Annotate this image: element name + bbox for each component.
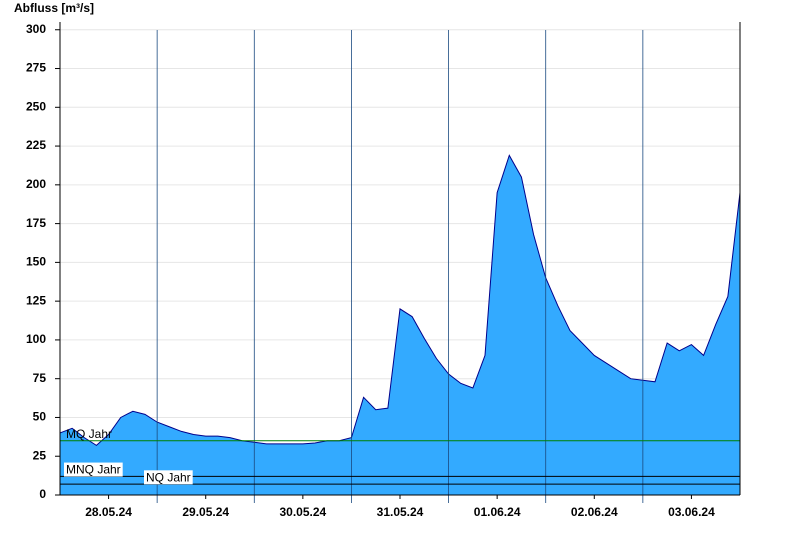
x-tick-label: 02.06.24 [571, 505, 618, 519]
y-axis-label: Abfluss [m³/s] [14, 1, 94, 15]
y-tick-label: 150 [26, 255, 46, 269]
x-tick-label: 30.05.24 [279, 505, 326, 519]
y-tick-label: 175 [26, 216, 46, 230]
x-tick-label: 31.05.24 [377, 505, 424, 519]
line [59, 154, 741, 446]
y-tick-label: 125 [26, 293, 46, 307]
y-tick-label: 300 [26, 22, 46, 36]
reference-label: MNQ Jahr [66, 463, 121, 477]
x-tick-label: 03.06.24 [668, 505, 715, 519]
reference-label-bg [144, 470, 193, 485]
y-tick-label: 250 [26, 99, 46, 113]
y-tick-label: 50 [33, 410, 47, 424]
x-tick-label: 29.05.24 [182, 505, 229, 519]
y-tick-label: 0 [39, 487, 46, 501]
reference-label: NQ Jahr [146, 470, 191, 484]
x-tick-label: 01.06.24 [474, 505, 521, 519]
y-tick-label: 225 [26, 138, 46, 152]
y-tick-label: 25 [33, 448, 47, 462]
reference-label-bg [64, 462, 123, 477]
area [60, 155, 740, 496]
x-tick-label: 28.05.24 [85, 505, 132, 519]
y-tick-label: 200 [26, 177, 46, 191]
y-tick-label: 75 [33, 371, 47, 385]
y-tick-label: 275 [26, 61, 46, 75]
y-tick-label: 100 [26, 332, 46, 346]
reference-label: MQ Jahr [66, 427, 112, 441]
